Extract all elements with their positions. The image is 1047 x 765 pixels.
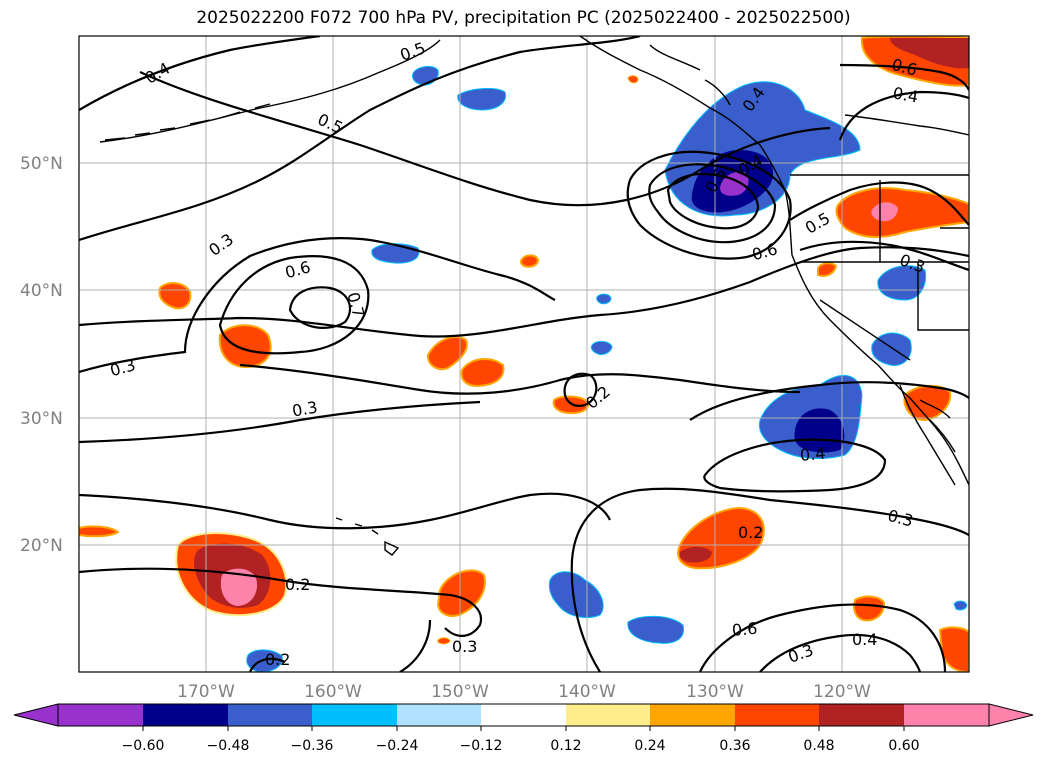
- precip-pos-small-9: [627, 75, 639, 84]
- precip-pos-small-6: [853, 595, 886, 622]
- lon-label: 160°W: [304, 682, 362, 702]
- colorbar-tick-label: −0.60: [122, 738, 165, 754]
- colorbar-segment: [481, 704, 566, 726]
- precip-neg-small-3: [596, 293, 612, 305]
- lon-label: 150°W: [431, 682, 489, 702]
- contour-label: 0.2: [738, 523, 763, 542]
- colorbar-tick-label: −0.12: [460, 738, 503, 754]
- pv-contours: [79, 36, 969, 672]
- contour-label: 0.4: [891, 83, 919, 106]
- colorbar-tick-label: 0.12: [550, 738, 581, 754]
- precip-pos-oregon: [835, 187, 969, 238]
- precip-neg-midpac: [371, 243, 420, 264]
- precip-pos-small-10: [817, 262, 838, 277]
- map-title: 2025022200 F072 700 hPa PV, precipitatio…: [196, 8, 851, 28]
- contour-label: 0.3: [452, 637, 477, 656]
- contour-label: 0.2: [285, 575, 310, 594]
- contour-label: 0.2: [265, 650, 290, 669]
- precip-neg-south-2: [627, 615, 685, 644]
- colorbar-extend-low: [13, 703, 59, 727]
- precip-pos-small-4: [552, 395, 590, 415]
- precip-pos-small-11: [437, 637, 451, 645]
- colorbar-segment: [312, 704, 397, 726]
- precip-pos-small-2: [426, 335, 468, 371]
- precip-neg-south-1: [548, 571, 604, 618]
- colorbar-segment: [566, 704, 650, 726]
- colorbar-segment: [735, 704, 819, 726]
- lat-label: 40°N: [20, 281, 63, 301]
- colorbar-segment: [904, 704, 989, 726]
- colorbar-frame: [57, 703, 990, 727]
- lon-label: 130°W: [686, 682, 744, 702]
- lon-label: 120°W: [813, 682, 871, 702]
- colorbar-tick-label: −0.24: [376, 738, 419, 754]
- lat-label: 30°N: [20, 409, 63, 429]
- precip-pos-small-8: [79, 525, 120, 538]
- colorbar-tick-label: −0.36: [291, 738, 334, 754]
- colorbar-tick-label: 0.24: [634, 738, 665, 754]
- contour-label: 0.6: [731, 619, 758, 640]
- colorbar-segment: [397, 704, 481, 726]
- map-panel: 0.4 0.5 0.5 0.3 0.6 0.7 0.3 0.3 0.2 0.2 …: [79, 36, 969, 672]
- precip-pos-small-5: [519, 254, 540, 268]
- contour-label: 0.4: [799, 444, 826, 465]
- positive-precip-shading: [79, 36, 969, 672]
- colorbar-segment: [58, 704, 143, 726]
- colorbar: −0.60 −0.48 −0.36 −0.24 −0.12 0.12 0.24 …: [13, 703, 1034, 754]
- negative-precip-shading: [246, 65, 968, 672]
- precip-neg-small-4: [953, 600, 968, 611]
- precip-pos-subtropic-peak: [220, 568, 258, 606]
- precip-pos-small-3: [460, 358, 505, 388]
- precip-pos-hawaii-ne-core: [679, 546, 712, 563]
- precip-neg-nevada: [877, 265, 927, 301]
- precip-neg-south-3: [246, 649, 283, 672]
- precip-neg-gulf: [457, 87, 507, 111]
- colorbar-tick-label: 0.36: [719, 738, 750, 754]
- contour-label: 0.3: [291, 397, 319, 420]
- lat-label: 50°N: [20, 154, 63, 174]
- precip-pos-ne-core: [890, 38, 969, 69]
- lat-label: 20°N: [20, 536, 63, 556]
- colorbar-segment: [650, 704, 735, 726]
- colorbar-tick-label: −0.48: [207, 738, 250, 754]
- precip-pos-west: [218, 324, 272, 369]
- lon-label: 140°W: [558, 682, 616, 702]
- map-frame: [78, 35, 970, 673]
- graticule: [79, 36, 969, 672]
- longitude-labels: 170°W 160°W 150°W 140°W 130°W 120°W: [177, 682, 871, 702]
- precip-pos-small-1: [158, 282, 192, 310]
- colorbar-extend-high: [988, 703, 1034, 727]
- colorbar-tick-label: 0.48: [803, 738, 834, 754]
- precip-neg-small-2: [590, 340, 613, 355]
- precip-pos-oregon-pink: [871, 202, 898, 222]
- precip-neg-socal-core: [794, 408, 845, 453]
- colorbar-segment: [819, 704, 904, 726]
- colorbar-ticks: [142, 726, 905, 731]
- contour-label: 0.4: [852, 630, 877, 649]
- colorbar-tick-label: 0.60: [888, 738, 919, 754]
- lon-label: 170°W: [177, 682, 235, 702]
- latitude-labels: 50°N 40°N 30°N 20°N: [20, 154, 63, 556]
- colorbar-segment: [143, 704, 228, 726]
- colorbar-segment: [228, 704, 312, 726]
